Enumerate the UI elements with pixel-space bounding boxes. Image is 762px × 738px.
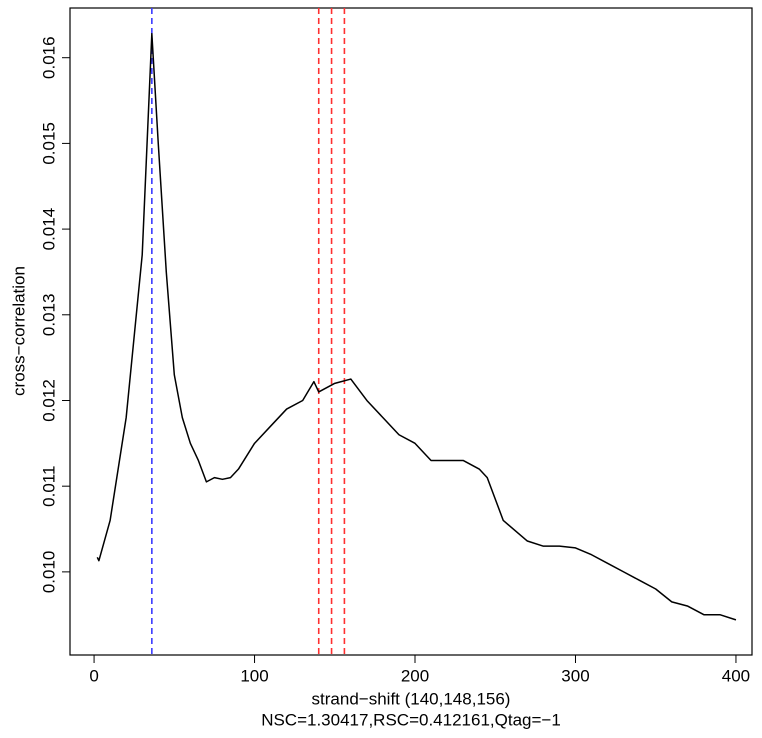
data-line [96,32,737,621]
y-tick-label: 0.011 [39,466,58,507]
x-tick-label: 0 [89,666,98,685]
subtitle: NSC=1.30417,RSC=0.412161,Qtag=−1 [261,710,561,729]
y-tick-label: 0.013 [39,294,58,337]
y-tick-label: 0.010 [39,551,58,594]
y-tick-label: 0.016 [39,36,58,79]
x-axis-title: strand−shift (140,148,156) [312,689,511,708]
plot-frame [69,7,753,656]
x-tick-label: 200 [401,666,429,685]
y-tick-label: 0.012 [39,379,58,422]
x-tick-label: 100 [240,666,268,685]
x-tick-label: 400 [722,666,750,685]
y-axis-title: cross−correlation [9,266,28,396]
x-tick-label: 300 [561,666,589,685]
y-tick-label: 0.014 [39,208,58,251]
y-tick-label: 0.015 [39,122,58,165]
